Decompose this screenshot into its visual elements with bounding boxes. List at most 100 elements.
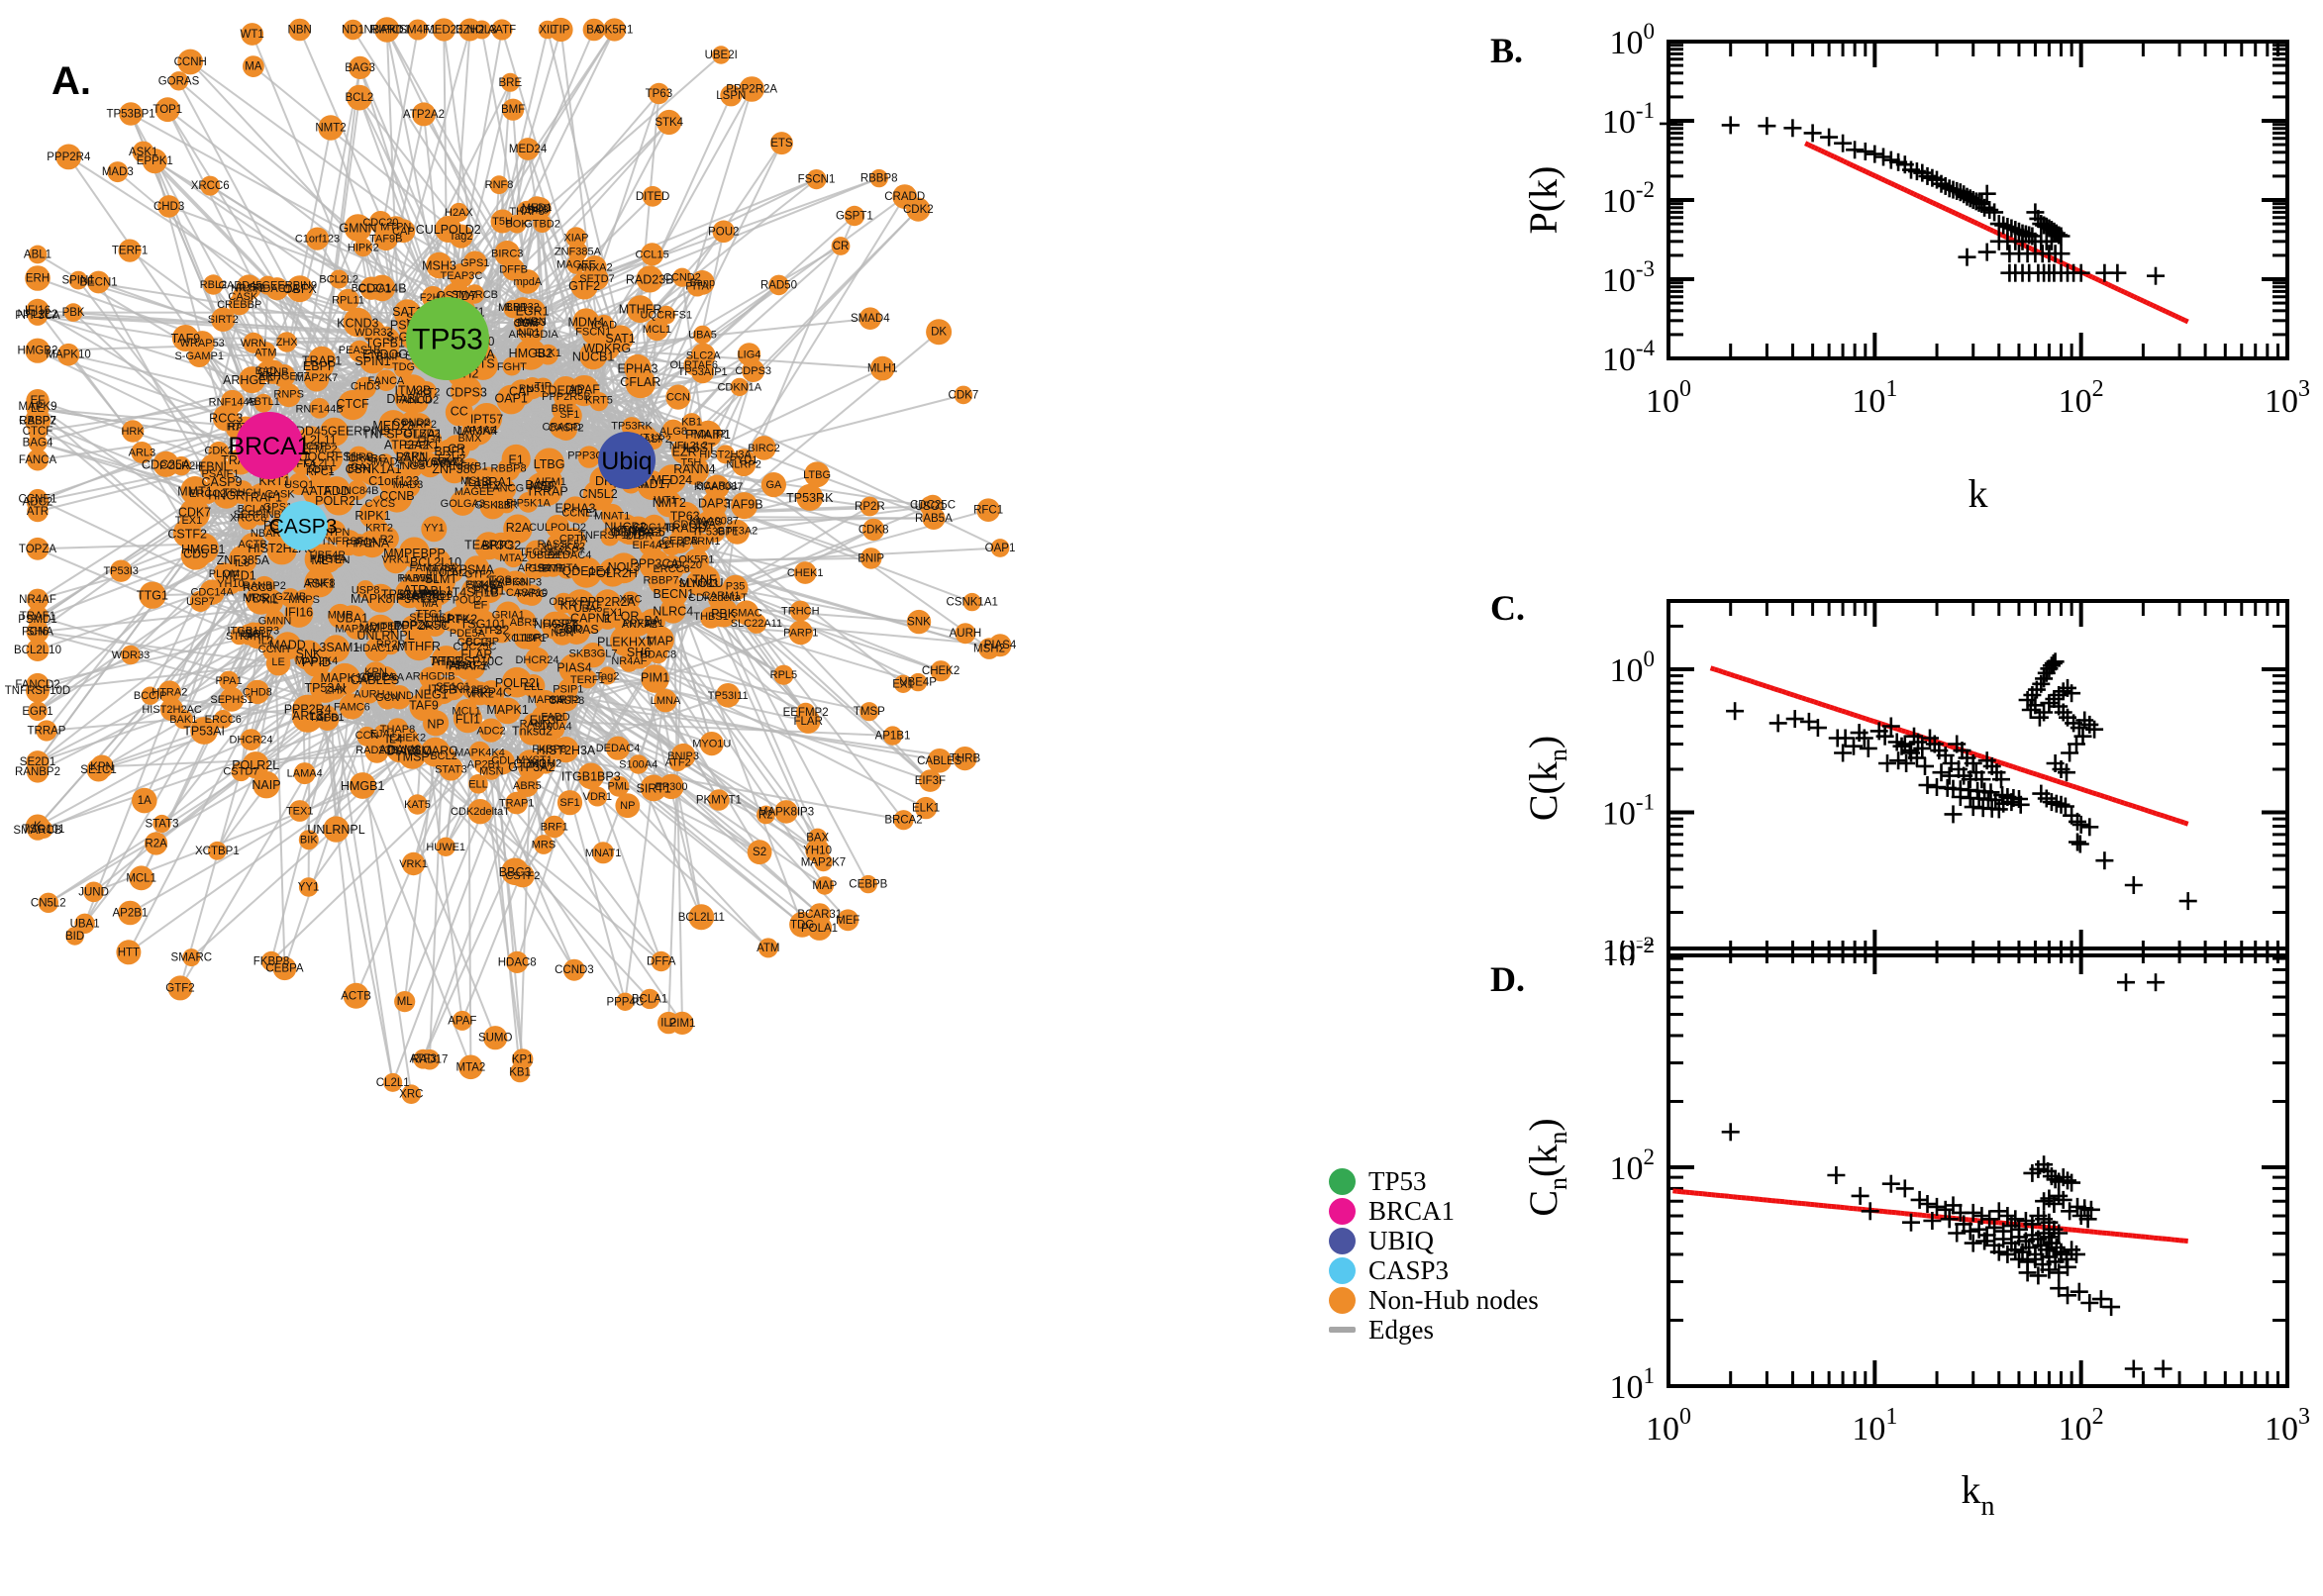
gene-node-label: AIFM1 bbox=[534, 476, 565, 488]
gene-node-label: HMGB1 bbox=[341, 779, 385, 793]
gene-node-label: BCL2L10 bbox=[14, 645, 61, 656]
gene-node-label: PTK2 bbox=[447, 613, 477, 627]
gene-node-label: IL8R bbox=[495, 499, 518, 511]
gene-node-label: TGFB1 bbox=[365, 337, 405, 350]
gene-node-label: TNF bbox=[692, 572, 717, 586]
gene-node-label: CSNK1A1 bbox=[946, 597, 997, 609]
hub-node-tp53[interactable]: TP53 bbox=[406, 297, 489, 380]
gene-node-label: ERCC6 bbox=[205, 714, 242, 726]
gene-node-label: MED24 bbox=[651, 473, 692, 487]
gene-node-label: CRABG bbox=[348, 452, 386, 464]
gene-node-label: MYO1U bbox=[679, 576, 723, 590]
gene-node-label: AP1B1 bbox=[518, 562, 552, 574]
gene-node-label: JUND bbox=[385, 690, 414, 702]
gene-node-label: HDAC1A bbox=[354, 643, 399, 654]
gene-node-label: NAIP bbox=[252, 778, 280, 792]
hub-label: TP53 bbox=[412, 324, 483, 356]
gene-node-label: PKMYT1 bbox=[696, 795, 742, 807]
gene-node-label: PSMA bbox=[459, 562, 495, 576]
gene-node-label: IPT57 bbox=[470, 413, 503, 427]
gene-node-label: MYST1 bbox=[516, 754, 553, 766]
gene-node-label: EP300 bbox=[655, 781, 687, 793]
network-nodes: CDC14B THAP8 KIAA0087 CSTD7 TP53RK MAGEE DHCR2… bbox=[5, 17, 1017, 1104]
gene-node-label: HDAC1A bbox=[254, 283, 299, 295]
gene-node-label: CAP bbox=[392, 226, 415, 238]
gene-node-label: KRT1C bbox=[560, 599, 601, 613]
gene-node-label: CN5L2 bbox=[579, 487, 618, 501]
gene-node-label: CCNH bbox=[174, 56, 207, 68]
gene-node-label: BAK1 bbox=[169, 714, 197, 726]
gene-node-label: RAD23B bbox=[626, 272, 674, 286]
gene-node-label: S100A4 bbox=[533, 721, 571, 733]
gene-node-label: R2A bbox=[506, 521, 531, 535]
axis-tick-label: 100 bbox=[1646, 1404, 1691, 1447]
gene-node-label: PPP4C bbox=[606, 996, 644, 1008]
gene-node-label: ASK1 bbox=[129, 147, 157, 158]
gene-node-label: LTBG bbox=[534, 457, 565, 471]
legend-item-casp3: CASP3 bbox=[1329, 1255, 1566, 1285]
gene-node-label: OLRTAF6 bbox=[669, 359, 718, 371]
gene-node-label: RBBP8 bbox=[860, 173, 898, 185]
gene-node-label: GPS1 bbox=[460, 257, 489, 269]
gene-node-label: RP2R bbox=[376, 639, 405, 650]
gene-node-label: RFC1 bbox=[973, 505, 1003, 517]
gene-node-label: PARP2 bbox=[402, 419, 437, 431]
legend-swatch-dot bbox=[1329, 1197, 1356, 1225]
gene-node-label: SERPINB8 bbox=[399, 589, 453, 601]
gene-node-label: PDE5A bbox=[450, 628, 486, 640]
gene-node-label: CCNB bbox=[379, 489, 414, 503]
gene-node-label: PPP2R4 bbox=[284, 703, 332, 717]
gene-node-label: KAT5 bbox=[404, 799, 431, 811]
gene-node-label: ALG8 bbox=[659, 426, 687, 438]
gene-node-label: XCTBP1 bbox=[504, 633, 547, 645]
gene-node-label: MA bbox=[422, 598, 439, 610]
gene-node-label: CPTA bbox=[559, 534, 588, 546]
gene-node-label: F2H4 bbox=[658, 539, 685, 550]
gene-node-label: OSM bbox=[514, 318, 539, 330]
gene-node-label: POLA1 bbox=[801, 923, 838, 935]
gene-node-label: EBPP bbox=[303, 359, 336, 373]
hub-node-ubiq[interactable]: Ubiq bbox=[598, 432, 656, 489]
gene-node-label: CDC14A bbox=[672, 519, 716, 531]
gene-node-label: CL2L1 bbox=[376, 1077, 410, 1089]
gene-node-label: NLRC4 bbox=[653, 605, 693, 619]
gene-node-label: HUWE1 bbox=[426, 842, 465, 853]
gene-node-label: SNK bbox=[907, 617, 931, 629]
gene-node-label: SH6 bbox=[627, 646, 651, 659]
gene-node-label: HNGR bbox=[208, 489, 245, 503]
hub-node-casp3[interactable]: CASP3 bbox=[269, 501, 338, 550]
gene-node-label: TTG1 bbox=[137, 589, 168, 603]
gene-node-label: ABTL1 bbox=[247, 396, 280, 408]
gene-node-label: TNFSPOLZA1 bbox=[362, 428, 443, 442]
gene-node-label: TP53AI bbox=[304, 681, 346, 695]
data-points bbox=[1726, 652, 2197, 911]
legend-swatch-dot bbox=[1329, 1167, 1356, 1195]
gene-node-label: ZNF380 bbox=[432, 462, 476, 476]
gene-node-label: MTHFR bbox=[619, 303, 662, 317]
axis-tick-label: 103 bbox=[2265, 376, 2310, 420]
legend-item-tp53: TP53 bbox=[1329, 1166, 1566, 1196]
gene-node-label: ITGB bbox=[428, 682, 456, 696]
gene-node-label: TAF9B bbox=[369, 233, 402, 245]
gene-node-label: NOL3 bbox=[466, 25, 496, 37]
hub-node-brca1[interactable]: BRCA1 bbox=[228, 412, 311, 479]
gene-node-label: MAPK9 bbox=[19, 401, 57, 413]
gene-node-label: PPP2R4 bbox=[47, 151, 91, 163]
gene-node-label: MED1 bbox=[522, 202, 553, 214]
axis-tick-label: 100 bbox=[1610, 647, 1656, 689]
gene-node-label: MTA2 bbox=[499, 552, 528, 564]
gene-node-label: SLC22A11 bbox=[731, 618, 782, 630]
gene-node-label: CDK7 bbox=[949, 389, 979, 401]
gene-node-label: HIPK2 bbox=[348, 242, 379, 253]
gene-node-label: WDR33 bbox=[354, 327, 393, 339]
gene-node-label: MSN bbox=[479, 766, 504, 778]
legend-swatch-line bbox=[1329, 1327, 1356, 1333]
gene-node-label: GMNN bbox=[339, 222, 376, 236]
gene-node-label: TNFRSF10D bbox=[5, 685, 70, 697]
gene-node-label: USO1 bbox=[284, 479, 314, 491]
gene-node-label: TNFRSF1A bbox=[321, 536, 378, 548]
gene-node-label: EF bbox=[31, 395, 46, 407]
gene-node-label: SETD7 bbox=[579, 273, 614, 285]
gene-node-label: IL6 bbox=[235, 557, 250, 569]
axis-tick-label: 101 bbox=[1610, 1363, 1656, 1406]
